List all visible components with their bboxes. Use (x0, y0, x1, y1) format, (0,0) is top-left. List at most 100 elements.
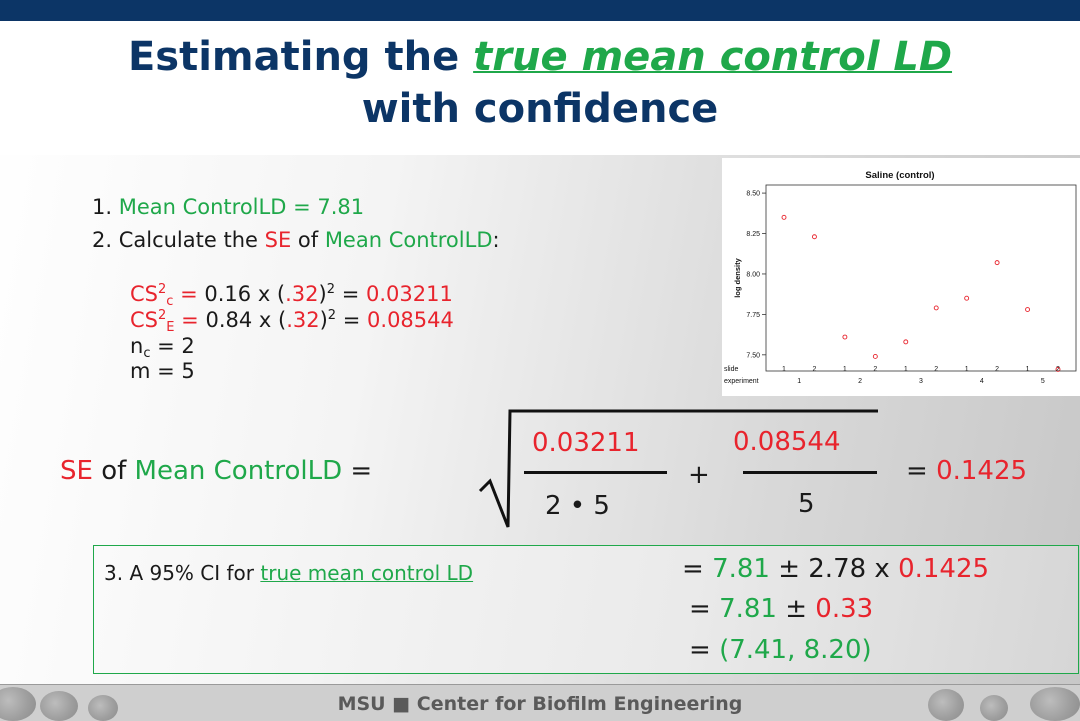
cs-c-rhs-a: 0.16 x ( (204, 282, 286, 306)
nc-rhs: = 2 (150, 334, 195, 358)
formula-se: SE (60, 456, 93, 486)
cs-e-eq: = (174, 308, 206, 332)
x-slide-label: 2 (1056, 366, 1060, 373)
step-1-text: Mean ControlLD = 7.81 (118, 195, 365, 219)
title-box: Estimating the true mean control LD with… (0, 21, 1080, 155)
cs-e-rhs-sup: 2 (327, 308, 337, 323)
ci-box: 3. A 95% CI for true mean control LD = 7… (93, 545, 1079, 674)
cs-e-rhs-a: 0.84 x ( (205, 308, 287, 332)
denominator-1: 2 • 5 (545, 491, 610, 521)
fraction-bar-2 (743, 471, 877, 474)
formula-mean: Mean ControlLD (134, 456, 343, 486)
formula-of: of (92, 456, 135, 486)
cs-e-sup: 2 (158, 308, 167, 323)
plus-sign: + (688, 460, 710, 490)
y-tick-label: 8.25 (746, 231, 760, 238)
x-row1-label: slide (724, 366, 739, 373)
ci-statement: 3. A 95% CI for true mean control LD (104, 561, 473, 585)
biofilm-cell-image (40, 691, 78, 721)
x-slide-label: 2 (934, 366, 938, 373)
y-tick-label: 7.50 (746, 352, 760, 359)
x-experiment-label: 3 (919, 378, 923, 385)
sqrt-radical (478, 409, 878, 528)
cs-c-equation: CS2c = 0.16 x (.32)2 = 0.03211 (130, 282, 453, 309)
cs-c-rhs-d: = (335, 282, 366, 306)
formula-eq: = (342, 456, 373, 486)
x-row2-label: experiment (724, 378, 759, 385)
data-point (872, 353, 878, 359)
x-experiment-label: 4 (980, 378, 984, 385)
x-slide-label: 1 (904, 366, 908, 373)
data-point (1055, 366, 1061, 372)
ci-l2-pm: ± (776, 594, 816, 624)
x-slide-label: 1 (843, 366, 847, 373)
nc-sub: c (143, 346, 151, 361)
biofilm-cell-image (0, 687, 36, 721)
x-experiment-label: 5 (1041, 378, 1045, 385)
cs-c-rhs-b: .32 (285, 282, 319, 306)
radical-sign (478, 409, 878, 528)
cs-e-label: CS (130, 308, 158, 332)
cs-e-rhs-c: ) (319, 308, 328, 332)
ci-l1-mean: 7.81 (712, 554, 770, 584)
x-slide-label: 1 (965, 366, 969, 373)
x-slide-label: 2 (995, 366, 999, 373)
ci-l1-pm: ± 2.78 x (769, 554, 899, 584)
biofilm-cell-image (928, 689, 964, 721)
ci-l1-se: 0.1425 (898, 554, 990, 584)
title-line2: with confidence (361, 86, 719, 132)
data-point (781, 214, 787, 220)
m-text: m = 5 (130, 359, 195, 383)
step-2: 2. Calculate the SE of Mean ControlLD: (92, 227, 500, 253)
m-equation: m = 5 (130, 360, 195, 382)
y-tick-label: 8.50 (746, 191, 760, 198)
plot-frame (765, 184, 1077, 372)
step-1: 1. Mean ControlLD = 7.81 (92, 194, 364, 220)
biofilm-cell-image (980, 695, 1008, 721)
title-prefix: Estimating the (127, 34, 474, 80)
fraction-bar-1 (524, 471, 667, 474)
cs-e-result: 0.08544 (367, 308, 454, 332)
se-formula-label: SE of Mean ControlLD = (60, 456, 372, 486)
x-slide-label: 2 (812, 366, 816, 373)
cs-e-rhs-d: = (336, 308, 368, 332)
se-result: = 0.1425 (906, 456, 1027, 486)
step-2-colon: : (492, 228, 500, 252)
chart-ylabel: log density (733, 257, 742, 297)
step-2-mean: Mean ControlLD (324, 228, 493, 252)
biofilm-cell-image (88, 695, 118, 721)
y-tick-label: 8.00 (746, 271, 760, 278)
chart-title: Saline (control) (865, 170, 934, 181)
x-experiment-label: 1 (797, 378, 801, 385)
ci-l3-eq: = (689, 635, 720, 665)
ci-line-2: = 7.81 ± 0.33 (689, 594, 873, 624)
chart-svg: Saline (control) log density slide exper… (724, 170, 1077, 385)
scatter-chart: Saline (control) log density slide exper… (722, 158, 1080, 396)
cs-c-sup: 2 (158, 282, 167, 297)
data-point (994, 260, 1000, 266)
y-tick-label: 7.75 (746, 312, 760, 319)
ci-line-3: = (7.41, 8.20) (689, 635, 872, 665)
data-point (933, 305, 939, 311)
data-point (964, 295, 970, 301)
title-highlight: true mean control LD (473, 34, 953, 80)
x-slide-label: 1 (1026, 366, 1030, 373)
data-point (903, 339, 909, 345)
cs-c-label: CS (130, 282, 158, 306)
cs-e-equation: CS2E = 0.84 x (.32)2 = 0.08544 (130, 308, 454, 335)
x-slide-label: 2 (873, 366, 877, 373)
ci-l2-margin: 0.33 (815, 594, 874, 624)
biofilm-cell-image (1030, 687, 1080, 721)
ci-l2-eq: = (689, 594, 720, 624)
ci-l2-mean: 7.81 (719, 594, 777, 624)
step-2-prefix: 2. Calculate the (92, 228, 265, 252)
data-point (842, 334, 848, 340)
cs-c-sub: c (166, 294, 174, 309)
ci-l3-interval: (7.41, 8.20) (719, 635, 872, 665)
ci-link-text: true mean control LD (260, 561, 474, 585)
cs-e-rhs-b: .32 (286, 308, 320, 332)
denominator-2: 5 (798, 489, 815, 519)
x-experiment-label: 2 (858, 378, 862, 385)
data-point (811, 234, 817, 240)
result-eq: = (906, 456, 937, 486)
